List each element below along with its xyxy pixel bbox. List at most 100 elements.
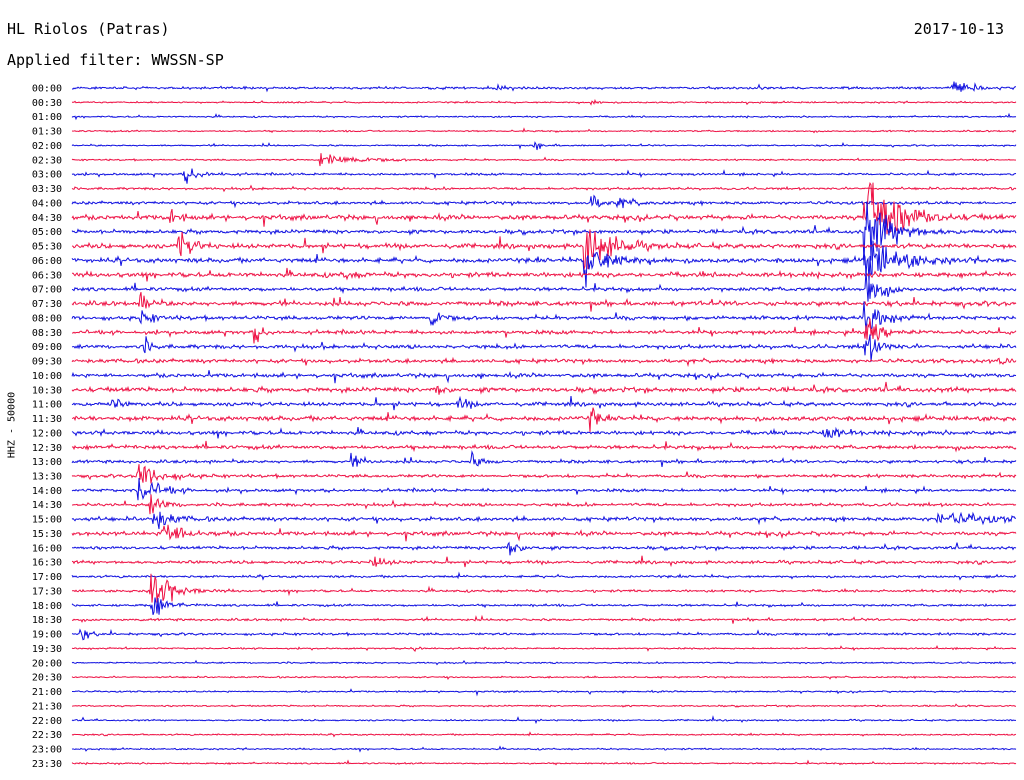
trace-row-0400 bbox=[71, 194, 1017, 209]
row-time-label: 11:00 bbox=[32, 400, 62, 411]
trace-row-0930 bbox=[71, 356, 1017, 368]
row-time-label: 01:30 bbox=[32, 127, 62, 138]
row-time-label: 16:30 bbox=[32, 558, 62, 569]
trace-row-0030 bbox=[71, 98, 1017, 106]
trace-row-1600 bbox=[71, 541, 1017, 556]
row-time-label: 13:30 bbox=[32, 471, 62, 482]
trace-row-1130 bbox=[71, 407, 1017, 433]
trace-row-0830 bbox=[72, 318, 1017, 344]
trace-row-2300 bbox=[71, 745, 1017, 753]
row-time-label: 08:00 bbox=[32, 313, 62, 324]
trace-row-1030 bbox=[71, 381, 1017, 395]
row-time-label: 21:00 bbox=[32, 687, 62, 698]
row-time-label: 08:30 bbox=[32, 328, 62, 339]
row-time-label: 18:30 bbox=[32, 615, 62, 626]
row-time-label: 10:30 bbox=[32, 385, 62, 396]
row-time-label: 15:30 bbox=[32, 529, 62, 540]
trace-row-2200 bbox=[71, 715, 1017, 725]
date-label: 2017-10-13 bbox=[913, 20, 1004, 38]
row-time-label: 06:00 bbox=[32, 256, 62, 267]
trace-row-1500 bbox=[71, 511, 1017, 530]
row-time-label: 00:30 bbox=[32, 98, 62, 109]
row-time-label: 15:00 bbox=[32, 515, 62, 526]
row-time-label: 13:00 bbox=[32, 457, 62, 468]
row-time-label: 01:00 bbox=[32, 112, 62, 123]
row-time-label: 07:30 bbox=[32, 299, 62, 310]
trace-row-1830 bbox=[71, 614, 1017, 624]
trace-row-1430 bbox=[71, 494, 1017, 515]
row-time-label: 22:00 bbox=[32, 716, 62, 727]
trace-row-2230 bbox=[71, 731, 1017, 738]
trace-row-0600 bbox=[71, 240, 1017, 288]
row-time-label: 07:00 bbox=[32, 285, 62, 296]
trace-row-1100 bbox=[71, 395, 1017, 411]
row-time-label: 12:30 bbox=[32, 443, 62, 454]
trace-row-0230 bbox=[71, 153, 1017, 167]
trace-row-0800 bbox=[71, 301, 1017, 331]
trace-row-2030 bbox=[71, 675, 1017, 680]
trace-row-0630 bbox=[71, 267, 1017, 282]
row-time-label: 17:30 bbox=[32, 586, 62, 597]
trace-row-0300 bbox=[71, 168, 1017, 184]
row-time-label: 00:00 bbox=[32, 84, 62, 95]
row-time-label: 12:00 bbox=[32, 428, 62, 439]
row-time-label: 14:30 bbox=[32, 500, 62, 511]
row-time-label: 02:00 bbox=[32, 141, 62, 152]
row-time-label: 21:30 bbox=[32, 701, 62, 712]
trace-row-0700 bbox=[71, 270, 1017, 302]
trace-row-1330 bbox=[71, 464, 1017, 484]
row-time-label: 10:00 bbox=[32, 371, 62, 382]
trace-row-1530 bbox=[71, 524, 1017, 542]
row-time-label: 19:00 bbox=[32, 630, 62, 641]
row-time-label: 09:30 bbox=[32, 357, 62, 368]
trace-row-0100 bbox=[71, 112, 1017, 121]
row-time-label: 03:00 bbox=[32, 170, 62, 181]
row-time-label: 11:30 bbox=[32, 414, 62, 425]
row-time-label: 16:00 bbox=[32, 543, 62, 554]
row-time-label: 05:00 bbox=[32, 227, 62, 238]
trace-row-0900 bbox=[71, 334, 1017, 362]
trace-row-1630 bbox=[71, 555, 1017, 568]
trace-row-2100 bbox=[71, 688, 1017, 697]
trace-row-2000 bbox=[71, 659, 1017, 666]
row-time-label: 19:30 bbox=[32, 644, 62, 655]
row-time-label: 18:00 bbox=[32, 601, 62, 612]
trace-row-1930 bbox=[71, 644, 1017, 652]
trace-row-0500 bbox=[71, 201, 1017, 266]
trace-row-0000 bbox=[71, 81, 1016, 93]
row-time-label: 04:00 bbox=[32, 198, 62, 209]
filter-label: Applied filter: WWSSN-SP bbox=[7, 51, 224, 69]
station-title: HL Riolos (Patras) bbox=[7, 20, 170, 38]
row-time-label: 23:00 bbox=[32, 745, 62, 756]
row-time-label: 03:30 bbox=[32, 184, 62, 195]
trace-row-0330 bbox=[71, 184, 1017, 193]
trace-row-0530 bbox=[71, 229, 1017, 270]
row-time-label: 04:30 bbox=[32, 213, 62, 224]
row-time-label: 06:30 bbox=[32, 270, 62, 281]
trace-row-1700 bbox=[71, 571, 1017, 581]
trace-row-1900 bbox=[71, 628, 1017, 641]
trace-row-1230 bbox=[71, 440, 1017, 453]
trace-row-1300 bbox=[71, 449, 1017, 468]
row-time-label: 20:00 bbox=[32, 658, 62, 669]
row-time-label: 20:30 bbox=[32, 673, 62, 684]
trace-row-0130 bbox=[71, 127, 1017, 134]
trace-row-2330 bbox=[71, 759, 1017, 766]
row-time-label: 22:30 bbox=[32, 730, 62, 741]
trace-row-1200 bbox=[71, 426, 1017, 439]
row-time-label: 23:30 bbox=[32, 759, 62, 770]
trace-row-0730 bbox=[71, 292, 1017, 312]
trace-row-2130 bbox=[71, 703, 1017, 708]
trace-row-0200 bbox=[71, 141, 1017, 151]
trace-row-1000 bbox=[71, 370, 1017, 384]
row-time-label: 09:00 bbox=[32, 342, 62, 353]
trace-row-1400 bbox=[71, 478, 1017, 501]
trace-row-0430 bbox=[71, 182, 1017, 235]
row-time-label: 17:00 bbox=[32, 572, 62, 583]
row-time-label: 05:30 bbox=[32, 242, 62, 253]
row-time-label: 02:30 bbox=[32, 155, 62, 166]
trace-row-1730 bbox=[71, 573, 1017, 603]
trace-row-1800 bbox=[71, 597, 1017, 616]
row-time-label: 14:00 bbox=[32, 486, 62, 497]
